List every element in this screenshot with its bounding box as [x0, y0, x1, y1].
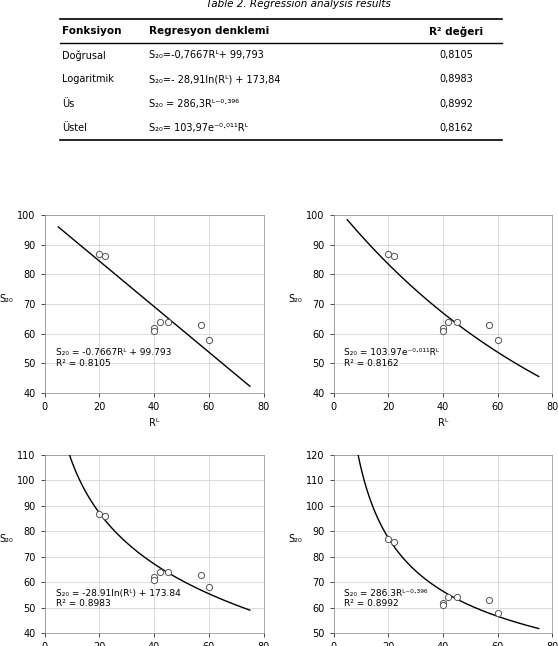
Y-axis label: S₂₀: S₂₀ — [0, 534, 13, 544]
Point — [452, 317, 461, 327]
Point — [389, 251, 398, 262]
Point — [439, 600, 448, 610]
Y-axis label: S₂₀: S₂₀ — [0, 294, 13, 304]
Y-axis label: S₂₀: S₂₀ — [288, 534, 302, 544]
Text: S₂₀=- 28,91ln(Rᴸ) + 173,84: S₂₀=- 28,91ln(Rᴸ) + 173,84 — [149, 74, 280, 85]
Point — [95, 248, 104, 258]
Text: Üs: Üs — [62, 98, 75, 109]
Point — [384, 248, 393, 258]
Point — [163, 567, 172, 577]
Text: Regresyon denklemi: Regresyon denklemi — [149, 26, 269, 36]
Point — [485, 595, 494, 605]
Text: Logaritmik: Logaritmik — [62, 74, 114, 85]
Point — [452, 592, 461, 603]
Point — [384, 534, 393, 544]
Point — [389, 536, 398, 547]
Point — [439, 326, 448, 336]
Text: S₂₀= 103,97e⁻⁰⋅⁰¹¹Rᴸ: S₂₀= 103,97e⁻⁰⋅⁰¹¹Rᴸ — [149, 123, 248, 132]
X-axis label: Rᴸ: Rᴸ — [149, 417, 159, 428]
Point — [444, 317, 453, 327]
Point — [196, 320, 205, 330]
Text: S₂₀ = -28.91ln(Rᴸ) + 173.84
R² = 0.8983: S₂₀ = -28.91ln(Rᴸ) + 173.84 R² = 0.8983 — [56, 589, 180, 608]
Point — [444, 592, 453, 603]
Point — [204, 335, 213, 345]
Point — [150, 322, 158, 333]
Text: S₂₀ = 103.97e⁻⁰⋅⁰¹¹Rᴸ
R² = 0.8162: S₂₀ = 103.97e⁻⁰⋅⁰¹¹Rᴸ R² = 0.8162 — [344, 348, 440, 368]
Point — [155, 317, 164, 327]
Text: Üstel: Üstel — [62, 123, 87, 132]
Text: R² değeri: R² değeri — [429, 26, 483, 37]
Point — [439, 598, 448, 608]
Text: 0,8983: 0,8983 — [439, 74, 473, 85]
Text: S₂₀ = -0.7667Rᴸ + 99.793
R² = 0.8105: S₂₀ = -0.7667Rᴸ + 99.793 R² = 0.8105 — [56, 348, 171, 368]
Point — [204, 582, 213, 592]
Point — [150, 574, 158, 585]
Y-axis label: S₂₀: S₂₀ — [288, 294, 302, 304]
Point — [439, 322, 448, 333]
Point — [493, 335, 502, 345]
Text: Doğrusal: Doğrusal — [62, 50, 106, 61]
Text: S₂₀=-0,7667Rᴸ+ 99,793: S₂₀=-0,7667Rᴸ+ 99,793 — [149, 50, 263, 61]
Point — [150, 572, 158, 582]
Point — [196, 569, 205, 579]
Text: 0,8992: 0,8992 — [439, 98, 473, 109]
Text: 0,8105: 0,8105 — [439, 50, 473, 61]
Point — [100, 511, 109, 521]
Point — [493, 607, 502, 618]
Text: 0,8162: 0,8162 — [439, 123, 473, 132]
Point — [155, 567, 164, 577]
Point — [95, 508, 104, 519]
Text: Fonksiyon: Fonksiyon — [62, 26, 122, 36]
Point — [100, 251, 109, 262]
Text: Table 2. Regression analysis results: Table 2. Regression analysis results — [206, 0, 391, 8]
Point — [485, 320, 494, 330]
Point — [150, 326, 158, 336]
Text: S₂₀ = 286.3Rᴸ⁻⁰⋅³⁹⁶
R² = 0.8992: S₂₀ = 286.3Rᴸ⁻⁰⋅³⁹⁶ R² = 0.8992 — [344, 589, 428, 608]
Point — [163, 317, 172, 327]
Text: S₂₀ = 286,3Rᴸ⁻⁰⋅³⁹⁶: S₂₀ = 286,3Rᴸ⁻⁰⋅³⁹⁶ — [149, 98, 239, 109]
X-axis label: Rᴸ: Rᴸ — [438, 417, 448, 428]
